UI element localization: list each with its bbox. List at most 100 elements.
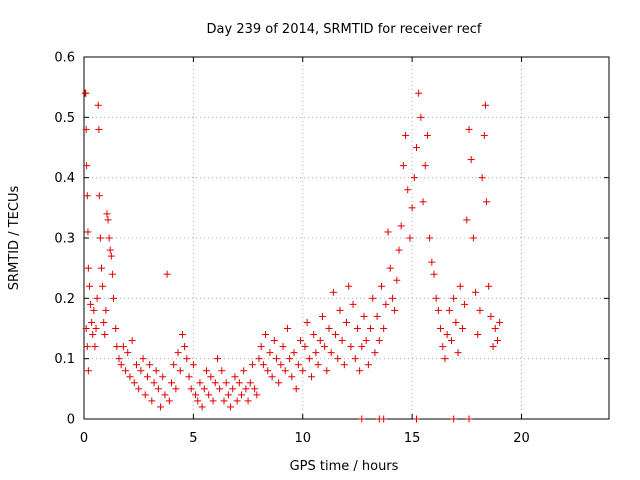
data-point [183, 355, 191, 363]
data-point [82, 125, 90, 133]
data-point [472, 288, 480, 296]
data-point [200, 385, 208, 393]
data-point [83, 343, 91, 351]
data-point [286, 355, 294, 363]
data-point [476, 306, 484, 314]
data-point [154, 385, 162, 393]
data-point [465, 415, 473, 423]
data-point [102, 306, 110, 314]
data-point [229, 385, 237, 393]
data-point [103, 210, 111, 218]
data-point [454, 349, 462, 357]
data-point [90, 306, 98, 314]
data-point [434, 306, 442, 314]
data-point [277, 361, 285, 369]
data-point [301, 343, 309, 351]
data-point [430, 270, 438, 278]
data-point [148, 397, 156, 405]
data-point [172, 385, 180, 393]
data-point [450, 415, 458, 423]
y-tick-label: 0.4 [54, 171, 75, 186]
data-point [203, 367, 210, 375]
data-point [441, 355, 449, 363]
data-point [290, 349, 298, 357]
data-point [246, 379, 254, 387]
data-point [104, 216, 112, 224]
data-point [270, 337, 278, 345]
data-point [83, 162, 91, 170]
data-point [187, 385, 195, 393]
data-point [255, 355, 263, 363]
data-point [209, 397, 217, 405]
data-point [288, 373, 296, 381]
data-point [98, 264, 105, 272]
x-tick-label: 20 [513, 431, 530, 446]
data-point [336, 306, 344, 314]
data-point [119, 343, 127, 351]
x-axis-label: GPS time / hours [290, 459, 399, 474]
data-point [89, 331, 97, 339]
data-point [84, 264, 92, 272]
data-point [207, 373, 215, 381]
data-point [297, 337, 305, 345]
y-tick-label: 0.3 [54, 232, 75, 247]
data-point [452, 318, 460, 326]
data-point [92, 325, 100, 332]
data-point [82, 89, 90, 97]
y-tick-label: 0.5 [54, 111, 75, 126]
data-point [143, 373, 151, 381]
data-point [369, 294, 377, 302]
data-point [458, 325, 466, 332]
data-point [192, 391, 200, 399]
data-point [87, 300, 95, 308]
x-tick-label: 10 [294, 431, 311, 446]
data-point [194, 397, 202, 405]
data-point [135, 385, 143, 393]
data-point [314, 361, 322, 369]
data-point [445, 306, 453, 314]
data-point [310, 331, 318, 339]
data-point [299, 367, 307, 375]
data-point [189, 361, 197, 369]
data-point [283, 325, 291, 332]
data-point [419, 198, 427, 206]
data-point [397, 222, 405, 230]
data-point [82, 325, 90, 332]
data-point [259, 361, 267, 369]
data-point [224, 391, 232, 399]
data-point [266, 349, 274, 357]
data-point [185, 373, 193, 381]
data-point [406, 234, 414, 242]
y-tick-label: 0.1 [54, 352, 75, 367]
data-point [325, 325, 333, 332]
data-point [117, 361, 125, 369]
data-point [106, 246, 114, 254]
data-point [95, 192, 103, 200]
data-point [141, 391, 149, 399]
data-point [491, 325, 499, 332]
data-point [358, 343, 366, 351]
data-point [233, 397, 241, 405]
data-point [240, 367, 248, 375]
data-point [478, 174, 486, 182]
data-point [303, 318, 311, 326]
data-point [262, 331, 270, 339]
data-point [474, 331, 482, 339]
data-point [332, 331, 340, 339]
data-point [316, 337, 324, 345]
data-point [426, 234, 434, 242]
data-point [493, 337, 501, 345]
data-point [113, 343, 121, 351]
data-point [323, 367, 331, 375]
data-point [410, 174, 418, 182]
data-point [88, 318, 96, 326]
data-point [253, 391, 261, 399]
data-point [487, 312, 495, 320]
data-point [384, 228, 392, 236]
data-point [391, 306, 399, 314]
data-point [196, 379, 204, 387]
data-point [130, 379, 138, 387]
data-point [443, 331, 451, 339]
data-point [108, 270, 116, 278]
